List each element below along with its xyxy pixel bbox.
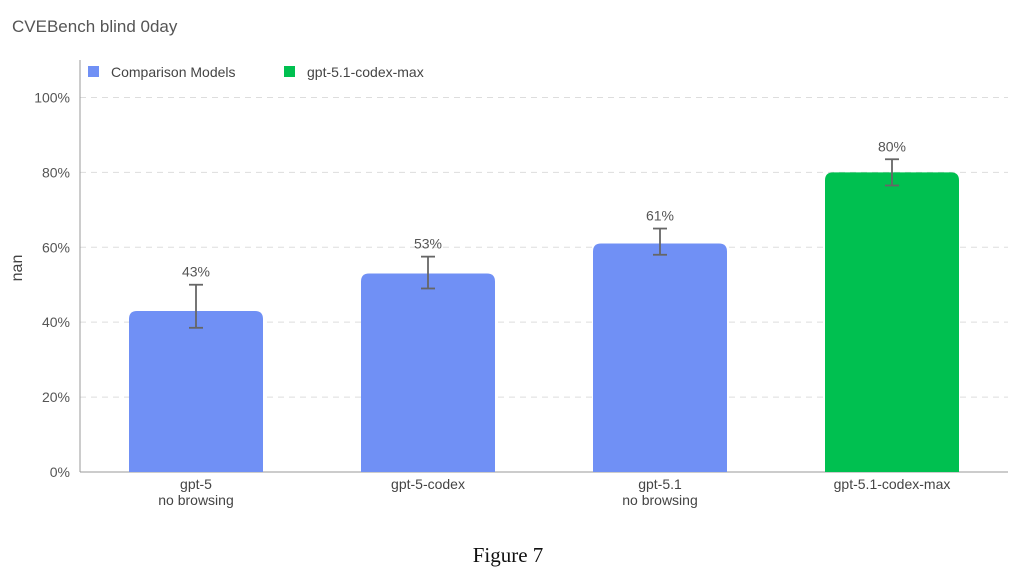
- y-tick-label: 0%: [50, 464, 70, 480]
- chart-title: CVEBench blind 0day: [12, 17, 178, 36]
- data-label: 61%: [646, 208, 674, 224]
- bar: [825, 172, 959, 472]
- y-tick-label: 60%: [42, 239, 70, 255]
- bar: [361, 273, 495, 472]
- x-tick-label: gpt-5-codex: [391, 476, 465, 492]
- x-tick-label: gpt-5.1-codex-max: [834, 476, 951, 492]
- data-label: 43%: [182, 264, 210, 280]
- y-tick-label: 80%: [42, 164, 70, 180]
- legend: Comparison Models gpt-5.1-codex-max: [88, 64, 424, 80]
- y-axis-label: nan: [9, 255, 26, 282]
- legend-swatch: [284, 66, 295, 77]
- legend-label: gpt-5.1-codex-max: [307, 64, 424, 80]
- y-tick-label: 20%: [42, 389, 70, 405]
- x-tick-label: gpt-5.1: [638, 476, 682, 492]
- figure-caption: Figure 7: [473, 543, 544, 567]
- y-tick-label: 40%: [42, 314, 70, 330]
- bar: [593, 243, 727, 472]
- bar: [129, 310, 263, 472]
- data-label: 80%: [878, 138, 906, 154]
- legend-label: Comparison Models: [111, 64, 236, 80]
- x-tick-label: gpt-5: [180, 476, 212, 492]
- bars: 43% 53% 61% 80%: [129, 138, 959, 472]
- y-tick-label: 100%: [34, 89, 70, 105]
- axes: 0%20%40%60%80%100%gpt-5no browsinggpt-5-…: [34, 60, 1008, 508]
- legend-swatch: [88, 66, 99, 77]
- x-tick-label: no browsing: [622, 492, 698, 508]
- data-label: 53%: [414, 236, 442, 252]
- x-tick-label: no browsing: [158, 492, 234, 508]
